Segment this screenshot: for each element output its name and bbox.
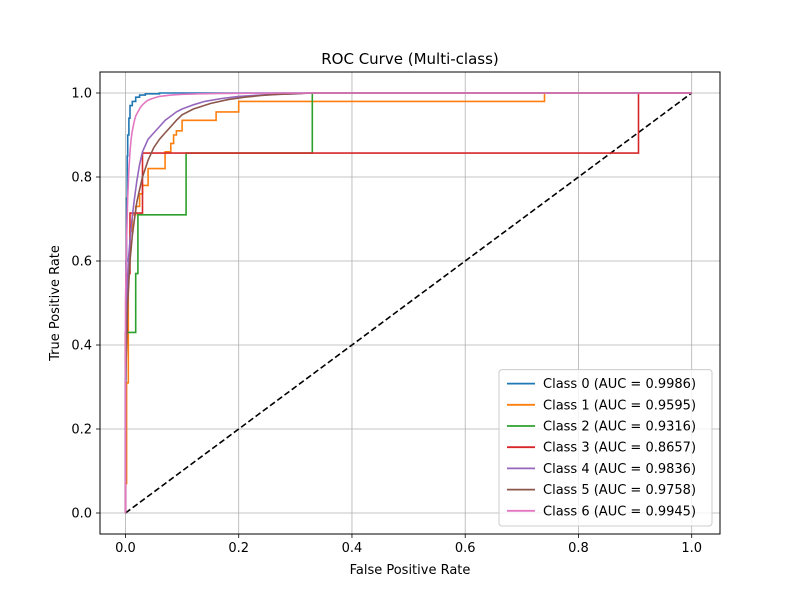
legend-entry: Class 4 (AUC = 0.9836) bbox=[543, 462, 696, 477]
y-tick-label: 0.6 bbox=[71, 255, 92, 270]
y-tick-label: 0.4 bbox=[71, 339, 92, 354]
legend-entry: Class 2 (AUC = 0.9316) bbox=[543, 420, 696, 435]
y-axis-label: True Positive Rate bbox=[48, 245, 63, 362]
legend-entry: Class 0 (AUC = 0.9986) bbox=[543, 377, 696, 392]
diagonal-reference bbox=[125, 92, 693, 514]
y-tick-label: 0.8 bbox=[71, 171, 92, 186]
legend-entry: Class 5 (AUC = 0.9758) bbox=[543, 483, 696, 498]
x-tick-label: 1.0 bbox=[681, 541, 702, 556]
x-tick-label: 0.6 bbox=[455, 541, 476, 556]
x-tick-label: 0.8 bbox=[568, 541, 589, 556]
x-tick-label: 0.0 bbox=[115, 541, 136, 556]
legend-entry: Class 1 (AUC = 0.9595) bbox=[543, 398, 696, 413]
ticks: 0.0 0.2 0.4 0.6 0.8 1.0 0.0 0.2 0.4 0.6 0.8 1.0 bbox=[71, 87, 702, 557]
y-tick-label: 1.0 bbox=[71, 87, 92, 102]
legend-entry: Class 3 (AUC = 0.8657) bbox=[543, 441, 696, 456]
grid bbox=[100, 72, 720, 534]
legend: Class 0 (AUC = 0.9986) Class 1 (AUC = 0.9… bbox=[498, 369, 713, 527]
x-tick-label: 0.4 bbox=[342, 541, 363, 556]
legend-box bbox=[498, 369, 713, 527]
y-tick-label: 0.0 bbox=[71, 507, 92, 522]
axes-frame bbox=[99, 71, 721, 535]
diagonal-line bbox=[125, 92, 693, 514]
chart-title: ROC Curve (Multi-class) bbox=[321, 50, 499, 68]
series-line-class-6 bbox=[124, 92, 692, 513]
x-tick-label: 0.2 bbox=[228, 541, 249, 556]
series-line-class-4 bbox=[124, 92, 692, 513]
y-tick-label: 0.2 bbox=[71, 423, 92, 438]
legend-entry: Class 6 (AUC = 0.9945) bbox=[543, 504, 696, 519]
series-line-class-5 bbox=[124, 92, 692, 513]
series-lines bbox=[124, 92, 692, 513]
x-axis-label: False Positive Rate bbox=[350, 563, 471, 578]
